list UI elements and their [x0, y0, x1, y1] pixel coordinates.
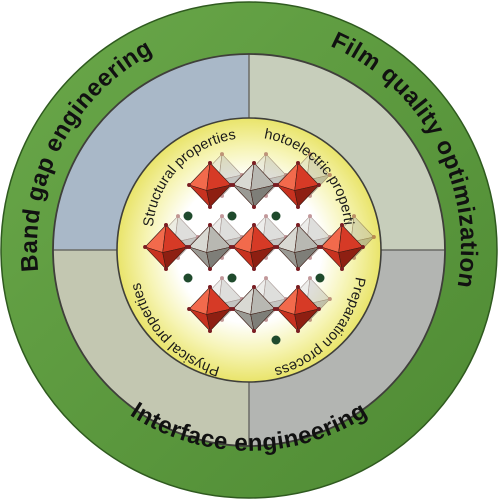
halide-atom	[296, 285, 300, 289]
octahedron	[231, 223, 277, 271]
halide-atom	[252, 223, 256, 227]
inner-ring-border	[52, 53, 446, 447]
octahedron	[275, 161, 321, 209]
a-site-cation	[315, 273, 325, 283]
octahedron	[187, 223, 233, 271]
octahedron-face	[250, 184, 276, 208]
halide-atom	[308, 214, 312, 219]
halide-atom	[208, 223, 212, 227]
halide-atom	[220, 276, 224, 281]
a-site-cation	[271, 211, 281, 221]
octahedron	[187, 161, 233, 209]
halide-atom	[340, 267, 344, 271]
halide-atom	[264, 152, 268, 157]
halide-atom	[275, 307, 280, 311]
octahedron-face	[306, 277, 331, 305]
octahedron-face	[206, 184, 232, 208]
halide-atom	[360, 245, 365, 249]
halide-atom	[340, 223, 344, 227]
halide-atom	[252, 329, 256, 333]
halide-atom	[319, 245, 324, 249]
a-site-cation	[227, 211, 237, 221]
halide-atom	[252, 285, 256, 289]
octahedron-face	[262, 215, 287, 243]
octahedron-face	[218, 277, 243, 305]
octahedron-face	[174, 215, 199, 243]
halide-atom	[220, 214, 224, 219]
halide-atom	[208, 161, 212, 165]
halide-atom	[296, 223, 300, 227]
octahedron	[143, 223, 189, 271]
halide-atom	[308, 152, 312, 157]
octahedron	[187, 285, 233, 333]
halide-atom	[208, 267, 212, 271]
octahedron-face	[206, 246, 232, 270]
halide-atom	[308, 276, 312, 281]
halide-atom	[143, 245, 148, 249]
perovskite-crystal-structure	[143, 152, 376, 345]
halide-atom	[208, 205, 212, 209]
halide-atom	[264, 276, 268, 281]
octahedron	[275, 223, 321, 271]
octahedron-face	[306, 153, 331, 181]
halide-atom	[327, 173, 332, 177]
halide-atom	[231, 307, 236, 311]
a-site-cation	[271, 335, 281, 345]
octahedron-face	[250, 308, 276, 332]
halide-atom	[296, 205, 300, 209]
octahedron-face	[294, 308, 320, 332]
octahedron-face	[250, 246, 276, 270]
octahedron	[275, 285, 321, 333]
octahedron-face	[206, 308, 232, 332]
halide-atom	[164, 267, 168, 271]
halide-atom	[296, 161, 300, 165]
octahedron	[231, 285, 277, 333]
octahedron-face	[294, 246, 320, 270]
octahedron-face	[218, 153, 243, 181]
octahedron-face	[262, 153, 287, 181]
octahedron-face	[350, 215, 375, 243]
octahedron-face	[294, 184, 320, 208]
halide-atom	[296, 329, 300, 333]
halide-atom	[275, 183, 280, 187]
halide-atom	[275, 245, 280, 249]
octahedron-face	[306, 215, 331, 243]
halide-atom	[208, 329, 212, 333]
halide-atom	[187, 245, 192, 249]
halide-atom	[187, 183, 192, 187]
halide-atom	[164, 223, 168, 227]
halide-atom	[252, 161, 256, 165]
halide-atom	[352, 214, 356, 219]
octahedron-face	[338, 246, 364, 270]
halide-atom	[252, 205, 256, 209]
halide-atom	[231, 245, 236, 249]
halide-atom	[176, 214, 180, 219]
halide-atom	[220, 152, 224, 157]
center-border	[116, 117, 382, 383]
octahedron-face	[262, 277, 287, 305]
octahedron	[319, 223, 365, 271]
halide-atom	[316, 307, 321, 311]
octahedron-face	[162, 246, 188, 270]
halide-atom	[231, 183, 236, 187]
halide-atom	[264, 214, 268, 219]
halide-atom	[316, 183, 321, 187]
a-site-cation	[227, 273, 237, 283]
octahedron-face	[218, 215, 243, 243]
a-site-cation	[183, 211, 193, 221]
halide-atom	[327, 297, 332, 301]
halide-atom	[208, 285, 212, 289]
halide-atom	[296, 267, 300, 271]
a-site-cation	[183, 273, 193, 283]
halide-atom	[252, 267, 256, 271]
halide-atom	[371, 235, 376, 239]
halide-atom	[187, 307, 192, 311]
